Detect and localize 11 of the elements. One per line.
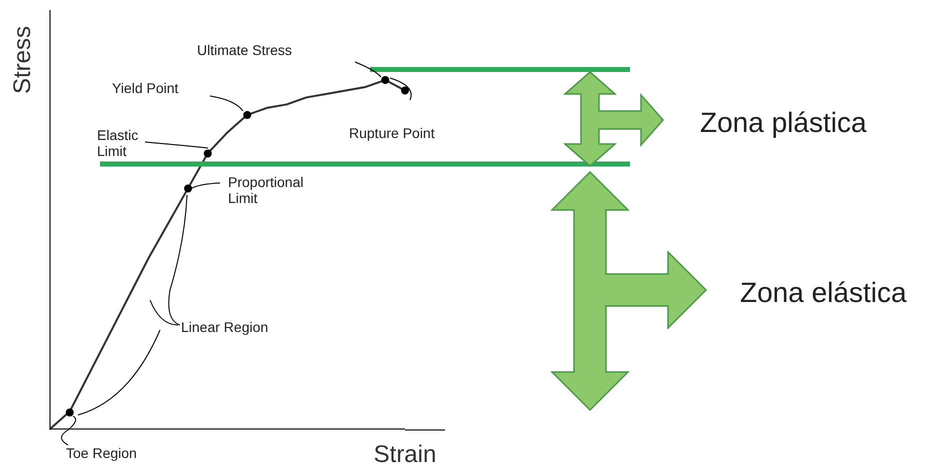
text: Zona elástica	[740, 277, 907, 308]
annotation: Yield Point	[112, 80, 179, 96]
annotation: Elastic Limit	[97, 127, 138, 160]
annotation: Rupture Point	[349, 125, 435, 141]
annotation: Proportional Limit	[228, 174, 304, 206]
text: Toe Region	[66, 445, 137, 461]
text: Ultimate Stress	[197, 42, 292, 58]
x-axis-title: Strain	[374, 441, 436, 466]
annotation: Linear Region	[181, 319, 268, 335]
text: Zona plástica	[700, 107, 867, 138]
y-axis-title: Stress	[9, 26, 36, 94]
